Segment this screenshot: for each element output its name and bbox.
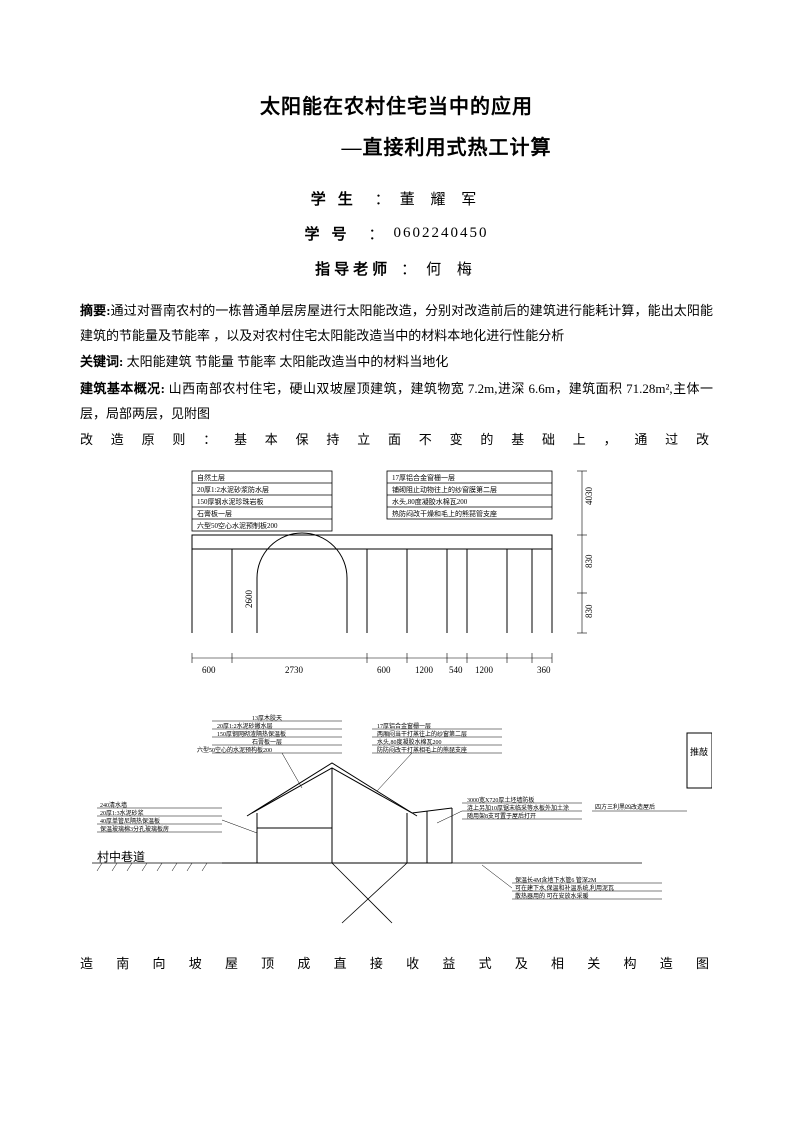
svg-text:360: 360 xyxy=(537,665,551,675)
svg-text:两厢闷当干打蒸往上的纱窗第二层: 两厢闷当干打蒸往上的纱窗第二层 xyxy=(377,730,467,738)
svg-text:保温长4M含地下水管6 管深2M: 保温长4M含地下水管6 管深2M xyxy=(515,876,597,884)
body-text: 摘要:通过对晋南农村的一栋普通单层房屋进行太阳能改造，分别对改造前后的建筑进行能… xyxy=(80,299,713,453)
advisor-value: 何 梅 xyxy=(426,258,478,279)
svg-text:防防闷改干打蒸相毛上的熊琵支座: 防防闷改干打蒸相毛上的熊琵支座 xyxy=(377,746,467,754)
keywords-label: 关键词: xyxy=(80,354,123,369)
keywords-text: 太阳能建筑 节能量 节能率 太阳能改造当中的材料当地化 xyxy=(123,354,448,369)
svg-text:17厚铝合金窗栅一层: 17厚铝合金窗栅一层 xyxy=(377,722,431,730)
svg-text:自然土层: 自然土层 xyxy=(197,473,225,482)
overview-paragraph: 建筑基本概况: 山西南部农村住宅，硬山双坡屋顶建筑，建筑物宽 7.2m,进深 6… xyxy=(80,377,713,426)
svg-text:600: 600 xyxy=(202,665,216,675)
svg-text:2730: 2730 xyxy=(285,665,304,675)
svg-text:150厚钢水泥珍珠岩板: 150厚钢水泥珍珠岩板 xyxy=(197,497,264,506)
caption-line: 造南向坡屋顶成直接收益式及相关构造图 xyxy=(80,953,713,972)
svg-text:铺砌阻止动物往上的纱窗膜第二层: 铺砌阻止动物往上的纱窗膜第二层 xyxy=(392,485,497,494)
svg-text:水头,80度凝胶水棉瓦200: 水头,80度凝胶水棉瓦200 xyxy=(377,738,442,746)
svg-text:540: 540 xyxy=(449,665,463,675)
svg-text:随用架8支可置于屋后打开: 随用架8支可置于屋后打开 xyxy=(467,812,536,820)
student-value: 董 耀 军 xyxy=(400,188,483,209)
info-id: 学号 ： 0602240450 xyxy=(80,223,713,244)
svg-text:40厚单管尼隔热保温板: 40厚单管尼隔热保温板 xyxy=(100,817,160,825)
svg-text:六型50空心水泥预制板200: 六型50空心水泥预制板200 xyxy=(197,521,278,530)
svg-text:水头,80度凝胶水棉瓦200: 水头,80度凝胶水棉瓦200 xyxy=(392,497,468,506)
id-value: 0602240450 xyxy=(394,225,489,242)
section-svg: 13厚木胶天 20厚1:2水泥砂撇水层 150厚钢网砌渣隔热保温板 石膏板一层 … xyxy=(82,713,712,933)
svg-text:3000宽X720厚土坯墙防板: 3000宽X720厚土坯墙防板 xyxy=(467,796,534,804)
id-label: 学号 xyxy=(304,223,358,244)
svg-text:830: 830 xyxy=(584,604,594,618)
svg-text:20厚1:2水泥砂浆防水层: 20厚1:2水泥砂浆防水层 xyxy=(197,485,269,494)
svg-text:散热器用的 可在安放水采暖: 散热器用的 可在安放水采暖 xyxy=(515,892,589,900)
svg-text:保温玻璃棉3分孔玻璃板房: 保温玻璃棉3分孔玻璃板房 xyxy=(100,825,169,833)
svg-text:六型50空心的水泥预构板200: 六型50空心的水泥预构板200 xyxy=(197,746,272,754)
diagram-section: 13厚木胶天 20厚1:2水泥砂撇水层 150厚钢网砌渣隔热保温板 石膏板一层 … xyxy=(80,713,713,933)
abstract-paragraph: 摘要:通过对晋南农村的一栋普通单层房屋进行太阳能改造，分别对改造前后的建筑进行能… xyxy=(80,299,713,348)
info-student: 学生 ： 董 耀 军 xyxy=(80,188,713,209)
svg-text:石膏板一层: 石膏板一层 xyxy=(252,738,282,746)
colon: ： xyxy=(401,258,416,279)
svg-text:涟上另加10厚锯末临采等水板外加土涂: 涟上另加10厚锯末临采等水板外加土涂 xyxy=(467,804,569,812)
abstract-text: 通过对晋南农村的一栋普通单层房屋进行太阳能改造，分别对改造前后的建筑进行能耗计算… xyxy=(80,303,713,343)
colon: ： xyxy=(369,223,384,244)
student-label: 学生 xyxy=(311,188,365,209)
svg-text:830: 830 xyxy=(584,554,594,568)
svg-text:1200: 1200 xyxy=(475,665,494,675)
advisor-label: 指导老师 xyxy=(315,258,391,279)
svg-text:四方三利黑凶改造屋后: 四方三利黑凶改造屋后 xyxy=(595,803,655,811)
svg-text:1200: 1200 xyxy=(415,665,434,675)
svg-text:150厚钢网砌渣隔热保温板: 150厚钢网砌渣隔热保温板 xyxy=(217,730,286,738)
overview-label: 建筑基本概况: xyxy=(80,381,165,396)
svg-text:可在建下水,保温和补温系统,利用泥瓦: 可在建下水,保温和补温系统,利用泥瓦 xyxy=(515,884,614,892)
overview-text: 山西南部农村住宅，硬山双坡屋顶建筑，建筑物宽 7.2m,进深 6.6m，建筑面积… xyxy=(80,381,713,421)
svg-text:240清水墙: 240清水墙 xyxy=(100,801,127,809)
principle-line: 改造原则：基本保持立面不变的基础上，通过改 xyxy=(80,428,713,453)
svg-text:4030: 4030 xyxy=(584,487,594,506)
svg-text:热防闷改干燥和毛上的熊琵管支座: 热防闷改干燥和毛上的熊琵管支座 xyxy=(392,509,497,518)
svg-text:17厚铝合金窗栅一层: 17厚铝合金窗栅一层 xyxy=(392,473,455,482)
title-sub: —直接利用式热工计算 xyxy=(180,131,713,160)
abstract-label: 摘要: xyxy=(80,303,111,318)
svg-text:20厚1:2水泥砂撇水层: 20厚1:2水泥砂撇水层 xyxy=(217,722,273,730)
svg-text:石膏板一层: 石膏板一层 xyxy=(197,509,232,518)
keywords-paragraph: 关键词: 太阳能建筑 节能量 节能率 太阳能改造当中的材料当地化 xyxy=(80,350,713,375)
svg-text:村中巷道: 村中巷道 xyxy=(97,849,145,864)
colon: ： xyxy=(375,188,390,209)
svg-text:13厚木胶天: 13厚木胶天 xyxy=(252,714,282,722)
elevation-svg: 自然土层 20厚1:2水泥砂浆防水层 150厚钢水泥珍珠岩板 石膏板一层 六型5… xyxy=(137,463,657,683)
svg-text:推敲: 推敲 xyxy=(690,746,708,757)
svg-text:2600: 2600 xyxy=(244,590,254,609)
diagram-elevation: 自然土层 20厚1:2水泥砂浆防水层 150厚钢水泥珍珠岩板 石膏板一层 六型5… xyxy=(80,463,713,683)
svg-text:20厚1:3水泥砂浆: 20厚1:3水泥砂浆 xyxy=(100,809,144,817)
info-advisor: 指导老师 ： 何 梅 xyxy=(80,258,713,279)
svg-text:600: 600 xyxy=(377,665,391,675)
title-main: 太阳能在农村住宅当中的应用 xyxy=(80,90,713,119)
